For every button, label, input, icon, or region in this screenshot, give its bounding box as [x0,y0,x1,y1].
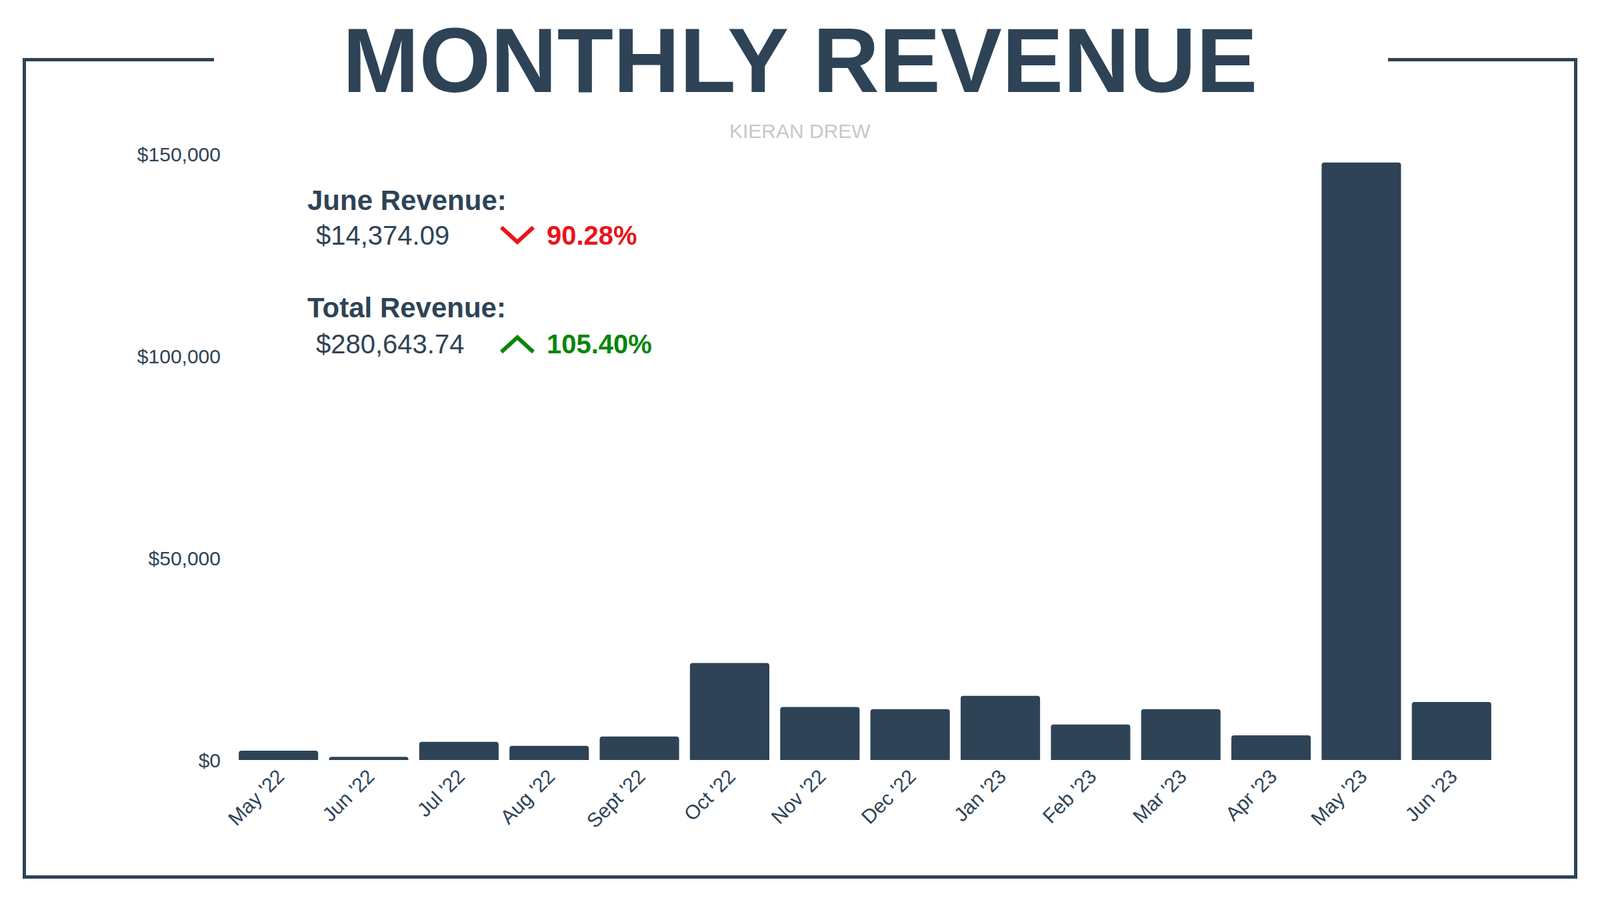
svg-text:$280,643.74: $280,643.74 [316,329,464,359]
svg-text:Sept '22: Sept '22 [582,765,650,833]
svg-text:$100,000: $100,000 [137,345,221,368]
svg-text:$0: $0 [198,749,221,772]
svg-text:Apr '23: Apr '23 [1221,765,1282,826]
svg-text:Total Revenue:: Total Revenue: [307,292,506,324]
svg-text:Mar '23: Mar '23 [1128,765,1191,828]
svg-text:105.40%: 105.40% [546,329,652,359]
svg-text:Jan '23: Jan '23 [949,765,1010,826]
svg-text:MONTHLY REVENUE: MONTHLY REVENUE [342,8,1258,112]
svg-text:Oct '22: Oct '22 [679,765,740,826]
svg-text:Dec '22: Dec '22 [856,765,920,829]
svg-text:$50,000: $50,000 [148,547,221,570]
svg-text:May '23: May '23 [1306,765,1372,830]
svg-text:$150,000: $150,000 [137,143,221,166]
svg-text:Nov '22: Nov '22 [766,765,830,829]
svg-text:KIERAN DREW: KIERAN DREW [729,120,871,142]
svg-text:$14,374.09: $14,374.09 [316,220,450,250]
svg-text:May '22: May '22 [224,765,289,830]
svg-text:90.28%: 90.28% [546,220,638,250]
svg-text:Aug '22: Aug '22 [496,765,560,829]
svg-text:Jun '23: Jun '23 [1400,765,1462,826]
svg-text:Jun '22: Jun '22 [318,765,379,826]
svg-text:Jul '22: Jul '22 [412,765,469,822]
svg-text:Feb '23: Feb '23 [1038,765,1100,828]
svg-text:June Revenue:: June Revenue: [307,184,507,216]
